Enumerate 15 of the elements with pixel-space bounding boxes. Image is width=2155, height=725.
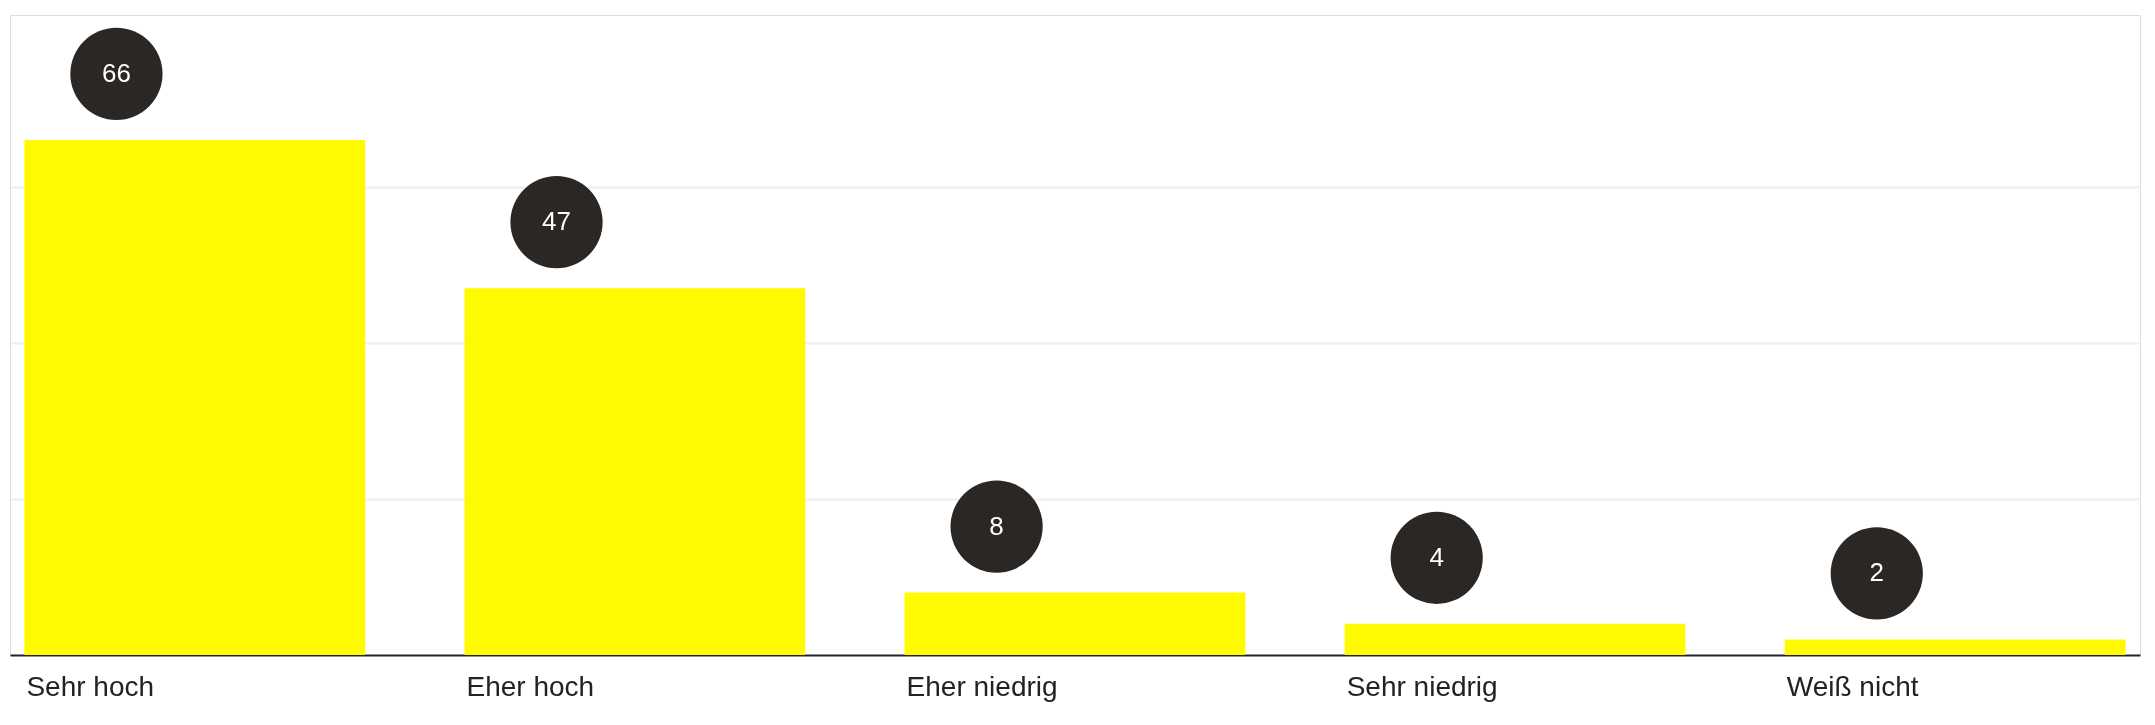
- x-tick-label: Weiß nicht: [1786, 670, 1919, 702]
- x-tick-label: Eher hoch: [466, 670, 595, 702]
- data-label: 66: [101, 57, 131, 88]
- bar: [24, 139, 366, 655]
- bar: [1344, 623, 1686, 655]
- data-label: 2: [1869, 557, 1884, 588]
- data-label: 47: [542, 206, 571, 237]
- data-label: 8: [989, 510, 1004, 541]
- x-tick-label: Sehr niedrig: [1346, 670, 1498, 702]
- bar: [464, 288, 806, 655]
- x-tick-label: Sehr hoch: [26, 670, 155, 702]
- data-label: 4: [1429, 541, 1444, 572]
- x-tick-label: Eher niedrig: [906, 670, 1058, 702]
- bar: [904, 592, 1246, 655]
- bar: [1784, 639, 2126, 655]
